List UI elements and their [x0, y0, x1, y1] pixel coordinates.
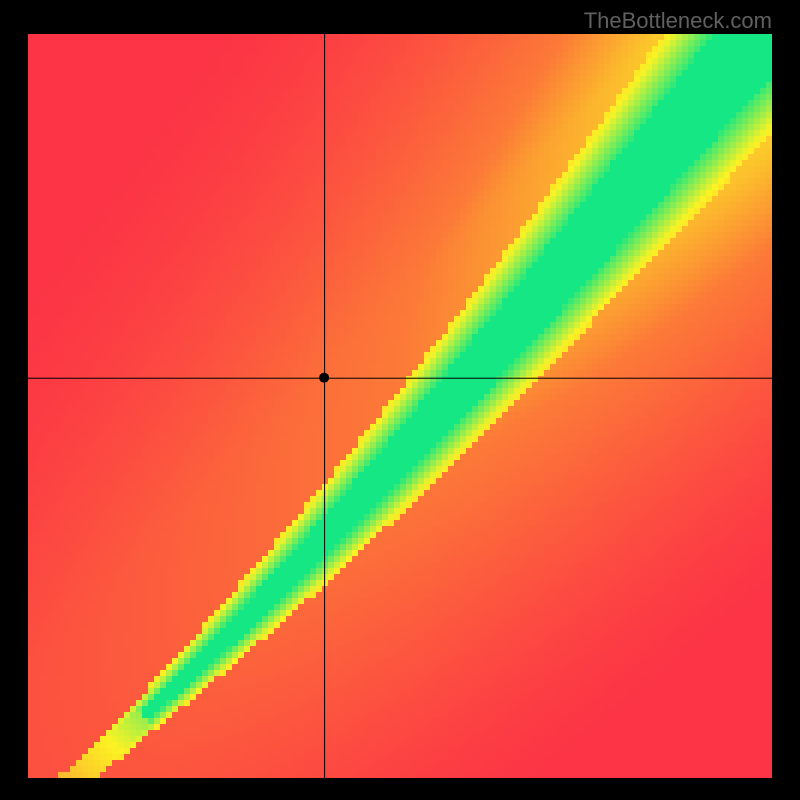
watermark-text: TheBottleneck.com	[584, 8, 772, 34]
heatmap-canvas	[28, 34, 772, 778]
chart-container: TheBottleneck.com	[0, 0, 800, 800]
heatmap-plot-area	[28, 34, 772, 778]
